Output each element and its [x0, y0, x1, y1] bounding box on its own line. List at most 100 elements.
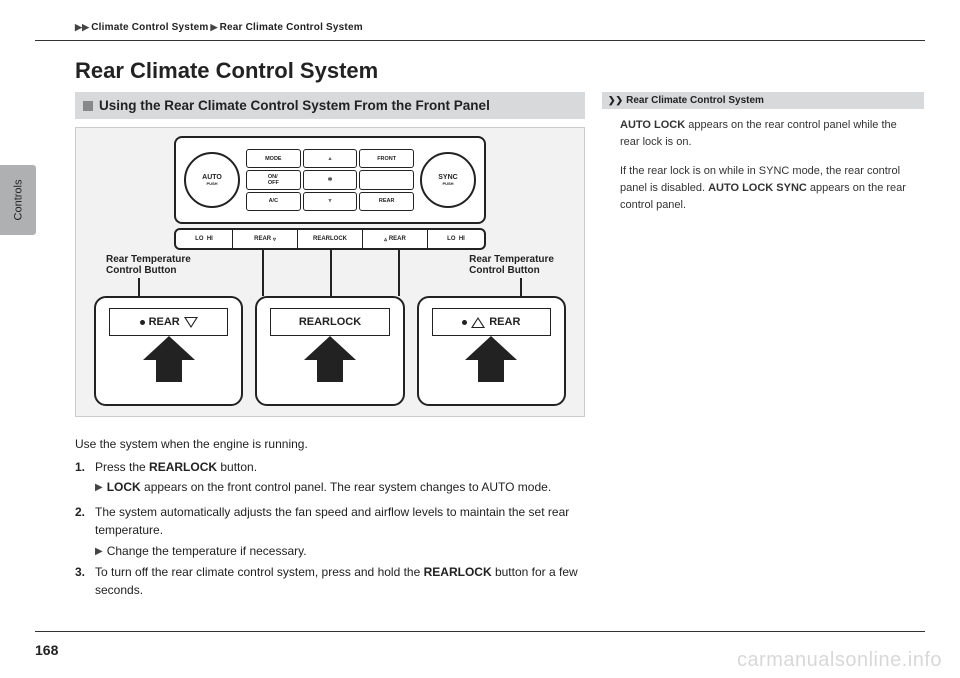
- triangle-down-icon: [184, 317, 198, 328]
- rear-defrost-button: REAR: [359, 192, 414, 211]
- up-button: ▵: [303, 149, 358, 168]
- top-divider: [35, 40, 925, 41]
- side-note-column: ❯❯ Rear Climate Control System AUTO LOCK…: [602, 92, 924, 226]
- zoom3-text: REAR: [489, 316, 520, 328]
- step-2: 2. The system automatically adjusts the …: [75, 503, 585, 540]
- instruction-text: Use the system when the engine is runnin…: [75, 435, 585, 600]
- diagram-zoom-row: REAR REARLOCK REAR: [94, 296, 566, 406]
- subsection-heading-text: Using the Rear Climate Control System Fr…: [99, 98, 490, 113]
- breadcrumb-arrow-icon: ▶: [210, 22, 217, 33]
- step-3-text: To turn off the rear climate control sys…: [95, 563, 585, 600]
- seat-heat-right: LO HI: [428, 230, 484, 248]
- zoom-rearlock-label: REARLOCK: [270, 308, 389, 336]
- dial-auto-label: AUTO: [202, 174, 222, 181]
- step-2-text: The system automatically adjusts the fan…: [95, 503, 585, 540]
- step-1-text: Press the REARLOCK button.: [95, 458, 257, 477]
- pointer-icon: ▶: [95, 544, 103, 561]
- callout-right-l1: Rear Temperature: [469, 254, 554, 265]
- step-1-sub: ▶ LOCK appears on the front control pane…: [95, 478, 585, 497]
- page-number: 168: [35, 642, 58, 658]
- lo-label-2: LO: [447, 236, 455, 242]
- s1subrest: appears on the front control panel. The …: [141, 480, 551, 494]
- blank-button: [359, 170, 414, 189]
- callout-line: [262, 248, 264, 296]
- zoom-rear-down: REAR: [94, 296, 243, 406]
- section-tab-label: Controls: [12, 180, 24, 221]
- breadcrumb-seg-1: Climate Control System: [91, 22, 208, 33]
- p2bold: AUTO LOCK SYNC: [708, 182, 807, 194]
- s1a: Press the: [95, 460, 149, 474]
- rearlock-button: REARLOCK: [298, 230, 363, 248]
- callout-line: [398, 248, 400, 296]
- rear-down-label: REAR: [254, 236, 271, 242]
- triangle-up-icon: [471, 317, 485, 328]
- indicator-dot-icon: [140, 320, 145, 325]
- diagram-mid-cluster: MODE ▵ FRONT ON/ OFF ✲ A/C ▿ REAR: [246, 149, 414, 211]
- rear-down-button: REAR ▿: [233, 230, 298, 248]
- front-defrost-button: FRONT: [359, 149, 414, 168]
- zoom-rear-down-label: REAR: [109, 308, 228, 336]
- step-1: 1. Press the REARLOCK button.: [75, 458, 585, 477]
- zoom-rear-up: REAR: [417, 296, 566, 406]
- s1bold: REARLOCK: [149, 460, 217, 474]
- p1bold: AUTO LOCK: [620, 119, 685, 131]
- callout-left: Rear Temperature Control Button: [106, 254, 191, 276]
- pointer-icon: ▶: [95, 480, 103, 497]
- press-arrow-icon: [145, 336, 193, 384]
- diagram-panel-top: AUTO PUSH MODE ▵ FRONT ON/ OFF ✲ A/C ▿ R…: [174, 136, 486, 224]
- dial-sync-label: SYNC: [438, 174, 457, 181]
- hi-label-2: HI: [459, 236, 465, 242]
- press-arrow-icon: [467, 336, 515, 384]
- side-note-header-text: Rear Climate Control System: [626, 95, 764, 106]
- rear-up-button: ▵ REAR: [363, 230, 428, 248]
- s3bold: REARLOCK: [424, 565, 492, 579]
- section-tab: Controls: [0, 165, 36, 235]
- callout-left-l1: Rear Temperature: [106, 254, 191, 265]
- callout-line: [330, 248, 332, 296]
- dial-sync-sub: PUSH: [442, 181, 453, 186]
- diagram-auto-dial: AUTO PUSH: [184, 152, 240, 208]
- hi-label: HI: [207, 236, 213, 242]
- fan-button: ✲: [303, 170, 358, 189]
- lo-label: LO: [195, 236, 203, 242]
- callout-left-l2: Control Button: [106, 265, 191, 276]
- subsection-heading: Using the Rear Climate Control System Fr…: [75, 92, 585, 119]
- down-button: ▿: [303, 192, 358, 211]
- step-2-sub-text: Change the temperature if necessary.: [107, 542, 307, 561]
- breadcrumb-arrow-icon: ▶▶: [75, 22, 89, 33]
- mode-button: MODE: [246, 149, 301, 168]
- ac-button: A/C: [246, 192, 301, 211]
- side-note-body: AUTO LOCK appears on the rear control pa…: [602, 109, 924, 214]
- link-icon: ❯❯: [608, 95, 623, 106]
- step-2-sub: ▶ Change the temperature if necessary.: [95, 542, 585, 561]
- callout-right-l2: Control Button: [469, 265, 554, 276]
- diagram-sync-dial: SYNC PUSH: [420, 152, 476, 208]
- step-3-num: 3.: [75, 563, 89, 600]
- page-title: Rear Climate Control System: [75, 58, 378, 84]
- side-note-p1: AUTO LOCK appears on the rear control pa…: [620, 117, 914, 151]
- press-arrow-icon: [306, 336, 354, 384]
- control-panel-diagram: AUTO PUSH MODE ▵ FRONT ON/ OFF ✲ A/C ▿ R…: [75, 127, 585, 417]
- intro-text: Use the system when the engine is runnin…: [75, 435, 585, 454]
- zoom1-text: REAR: [149, 316, 180, 328]
- zoom-rear-up-label: REAR: [432, 308, 551, 336]
- side-note-header: ❯❯ Rear Climate Control System: [602, 92, 924, 109]
- watermark: carmanualsonline.info: [737, 649, 942, 672]
- square-bullet-icon: [83, 101, 93, 111]
- s3a: To turn off the rear climate control sys…: [95, 565, 424, 579]
- step-1-num: 1.: [75, 458, 89, 477]
- main-column: Using the Rear Climate Control System Fr…: [75, 92, 585, 602]
- breadcrumb-seg-2: Rear Climate Control System: [220, 22, 363, 33]
- indicator-dot-icon: [462, 320, 467, 325]
- zoom2-text: REARLOCK: [299, 316, 361, 328]
- s1b: button.: [217, 460, 257, 474]
- zoom-rearlock: REARLOCK: [255, 296, 404, 406]
- step-2-num: 2.: [75, 503, 89, 540]
- step-1-sub-text: LOCK appears on the front control panel.…: [107, 478, 551, 497]
- seat-heat-left: LO HI: [176, 230, 233, 248]
- dial-auto-sub: PUSH: [206, 181, 217, 186]
- breadcrumb: ▶▶ Climate Control System ▶ Rear Climate…: [75, 22, 363, 33]
- side-note-p2: If the rear lock is on while in SYNC mod…: [620, 163, 914, 214]
- step-3: 3. To turn off the rear climate control …: [75, 563, 585, 600]
- diagram-panel-row2: LO HI REAR ▿ REARLOCK ▵ REAR LO HI: [174, 228, 486, 250]
